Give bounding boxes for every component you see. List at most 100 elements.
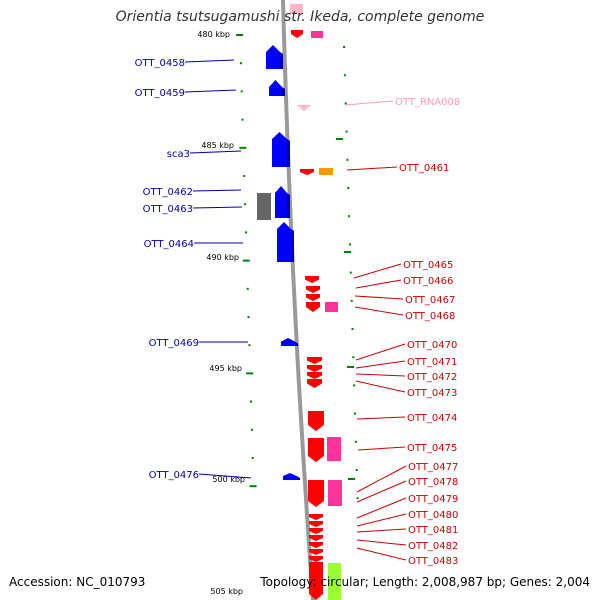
gene-label-left: OTT_0462	[143, 187, 193, 198]
accession-text: Accession: NC_010793	[9, 575, 146, 589]
minus-strand-gene	[269, 80, 285, 96]
gene-label-left: OTT_0459	[135, 88, 185, 99]
tick-mark	[347, 187, 350, 189]
tick-mark	[245, 231, 247, 234]
tick-mark	[348, 478, 355, 480]
orange-feature	[319, 168, 333, 175]
minus-strand-gene	[283, 473, 300, 480]
gene-label-right: OTT_0475	[407, 443, 457, 454]
gene-label-right: OTT_0471	[407, 357, 457, 368]
label-leader	[355, 373, 406, 377]
tick-mark	[348, 215, 351, 218]
tick-mark	[250, 428, 253, 431]
label-leader	[189, 150, 242, 154]
plus-strand-gene	[307, 357, 322, 364]
minus-strand-gene-side	[287, 193, 290, 218]
gene-label-right: OTT_0466	[403, 276, 453, 287]
plus-strand-gene	[307, 372, 322, 379]
scale-label: 485 kbp	[201, 141, 234, 150]
gene-label-right: OTT_0470	[407, 340, 457, 351]
minus-strand-gene	[275, 186, 290, 218]
tick-mark	[356, 497, 359, 500]
tick-mark	[344, 102, 347, 105]
plus-strand-gene	[308, 480, 324, 507]
label-leader	[346, 166, 398, 171]
tick-mark	[343, 74, 346, 77]
gene-label-left: OTT_0458	[135, 58, 185, 69]
label-leader	[354, 295, 404, 300]
plus-strand-gene	[309, 549, 323, 555]
tick-mark	[349, 243, 351, 246]
gene-label-left: OTT_0463	[143, 204, 193, 215]
label-leader	[355, 380, 406, 393]
lime-feature	[328, 563, 341, 600]
topology-text: Topology: circular; Length: 2,008,987 bp…	[260, 575, 590, 589]
minus-strand-gene-body	[269, 80, 282, 96]
label-leader	[356, 528, 407, 533]
gene-label-right: OTT_0479	[408, 494, 458, 505]
scale-label: 495 kbp	[209, 364, 242, 373]
plus-strand-gene	[309, 521, 323, 527]
tick-mark	[250, 400, 252, 403]
tick-mark	[344, 251, 351, 253]
gene-label-right: OTT_0465	[403, 260, 453, 271]
label-leader	[356, 513, 407, 527]
gene-label-left: OTT_0469	[149, 338, 199, 349]
plus-strand-gene	[307, 365, 322, 372]
label-leader	[192, 189, 242, 192]
magenta-feature	[325, 302, 338, 312]
rna-feature	[290, 4, 303, 14]
minus-strand-gene	[266, 45, 283, 69]
gene-label-right: OTT_0483	[408, 556, 458, 567]
gene-label-right: OTT_0482	[408, 541, 458, 552]
plus-strand-gene	[300, 169, 314, 175]
gene-label-left: sca3	[167, 149, 190, 160]
tick-mark	[347, 366, 354, 368]
plus-strand-gene	[307, 379, 322, 388]
gene-label-left: OTT_0476	[149, 470, 199, 481]
tick-mark	[239, 62, 242, 65]
minus-strand-gene-body	[281, 338, 295, 346]
label-leader	[344, 100, 394, 106]
minus-strand-gene-body	[275, 186, 287, 218]
plus-strand-gene	[305, 276, 319, 283]
tick-mark	[343, 46, 346, 48]
gene-label-right: OTT_0461	[399, 163, 449, 174]
tick-mark	[349, 271, 352, 274]
tick-mark	[351, 328, 354, 330]
tick-mark	[353, 384, 356, 387]
label-leader	[184, 59, 235, 63]
minus-strand-gene-body	[266, 45, 280, 69]
label-leader	[356, 497, 407, 519]
label-leader	[354, 306, 404, 316]
label-leader	[353, 263, 402, 279]
label-leader	[356, 416, 406, 420]
tick-mark	[247, 316, 250, 318]
tick-mark	[345, 130, 348, 133]
tick-mark	[248, 344, 251, 347]
minus-strand-gene-side	[295, 341, 298, 346]
scale-label: 500 kbp	[212, 475, 245, 484]
minus-strand-gene-body	[272, 132, 287, 167]
minus-strand-gene-body	[277, 222, 291, 262]
minus-strand-gene	[281, 338, 298, 346]
label-leader	[355, 343, 406, 361]
tick-mark	[354, 440, 357, 443]
plus-strand-gene	[309, 556, 323, 562]
label-leader	[184, 89, 237, 93]
magenta-feature	[328, 480, 342, 506]
minus-strand-gene-side	[291, 229, 294, 262]
plus-strand-gene	[308, 411, 324, 431]
plus-strand-gene	[309, 535, 323, 541]
gene-label-right: OTT_0474	[407, 413, 457, 424]
gene-label-right: OTT_0481	[408, 525, 458, 536]
label-leader	[192, 206, 243, 209]
tick-mark	[246, 287, 249, 290]
gene-label-right: OTT_0467	[405, 295, 455, 306]
label-leader	[356, 547, 407, 561]
gene-label-left: OTT_0464	[144, 239, 194, 250]
plus-strand-gene	[306, 294, 320, 301]
tick-mark	[244, 203, 247, 206]
scale-label: 505 kbp	[210, 587, 243, 596]
